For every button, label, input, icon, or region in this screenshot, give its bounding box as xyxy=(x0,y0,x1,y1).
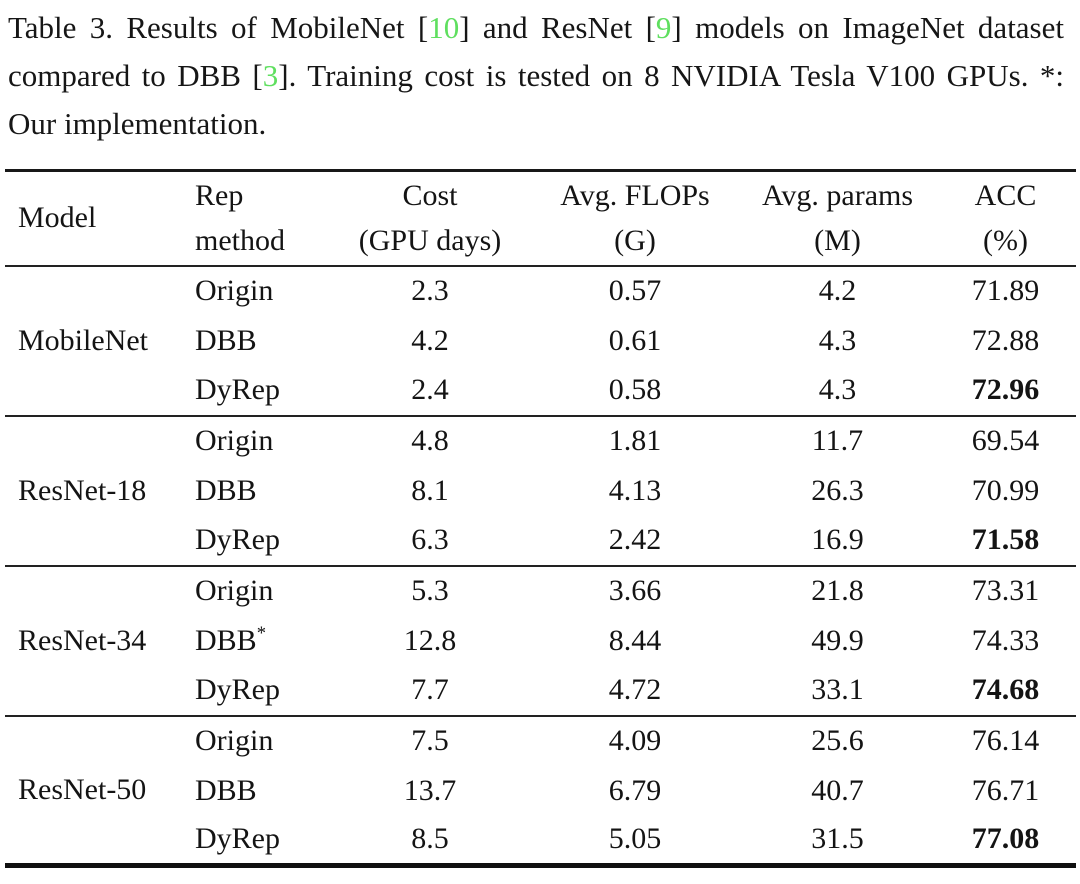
rep-method-cell: DBB xyxy=(195,773,257,807)
rep-method-cell: Origin xyxy=(195,724,274,757)
table-row: DBB 13.7 6.79 40.7 76.71 xyxy=(5,766,1076,816)
rep-method-cell: DyRep xyxy=(195,673,280,706)
cost-cell: 2.4 xyxy=(411,373,449,406)
cost-cell: 5.3 xyxy=(411,574,449,607)
acc-cell: 69.54 xyxy=(971,424,1040,457)
acc-cell: 74.33 xyxy=(971,623,1040,657)
params-cell: 21.8 xyxy=(811,574,864,607)
header-model: Model xyxy=(18,201,97,235)
table-row: ResNet-18 Origin 4.8 1.81 11.7 69.54 xyxy=(5,416,1076,507)
rep-method-cell: DyRep xyxy=(195,822,280,856)
section-resnet50: ResNet-50 Origin 7.5 4.09 25.6 76.14 DBB… xyxy=(5,715,1076,866)
caption-text: Table 3. Results of MobileNet [ xyxy=(8,10,429,45)
acc-cell: 76.71 xyxy=(971,773,1040,807)
flops-cell: 5.05 xyxy=(608,822,662,856)
params-cell: 4.2 xyxy=(818,274,857,307)
flops-cell: 3.66 xyxy=(608,574,662,607)
caption-text: ] models on ImageNet dataset compared to… xyxy=(8,10,1064,93)
section-mobilenet: MobileNet Origin 2.3 0.57 4.2 71.89 DBB … xyxy=(5,265,1076,416)
rep-method-cell: Origin xyxy=(195,274,274,307)
acc-cell-best: 74.68 xyxy=(971,673,1040,706)
our-implementation-asterisk: * xyxy=(256,623,266,644)
table-row: MobileNet Origin 2.3 0.57 4.2 71.89 xyxy=(5,266,1076,357)
acc-cell: 70.99 xyxy=(971,473,1040,507)
acc-cell: 72.88 xyxy=(971,323,1040,357)
cost-cell: 7.5 xyxy=(411,724,449,757)
rep-method-cell: DBB xyxy=(195,473,257,507)
cost-cell: 7.7 xyxy=(411,673,449,706)
cost-cell: 6.3 xyxy=(411,523,449,556)
rep-method-cell: DBB xyxy=(195,323,257,357)
table-row: DyRep 2.4 0.58 4.3 72.96 xyxy=(5,366,1076,416)
model-cell: ResNet-34 xyxy=(18,623,147,657)
cost-cell: 4.2 xyxy=(411,323,449,357)
acc-cell: 76.14 xyxy=(971,724,1040,757)
params-cell: 4.3 xyxy=(818,373,857,406)
table-row: DyRep 8.5 5.05 31.5 77.08 xyxy=(5,816,1076,866)
params-cell: 33.1 xyxy=(811,673,864,706)
params-cell: 31.5 xyxy=(811,822,864,856)
cost-cell: 4.8 xyxy=(411,424,449,457)
table-row: DBB 4.2 0.61 4.3 72.88 xyxy=(5,316,1076,366)
flops-cell: 0.61 xyxy=(608,323,662,357)
citation-link-10[interactable]: 10 xyxy=(428,10,460,45)
header-acc: ACC (%) xyxy=(974,179,1037,258)
caption-text: ]. Training cost is tested on 8 NVIDIA T… xyxy=(8,58,1065,141)
table-row: DBB 8.1 4.13 26.3 70.99 xyxy=(5,466,1076,516)
citation-link-3[interactable]: 3 xyxy=(262,58,279,93)
rep-method-label: DBB xyxy=(195,624,257,657)
table-header: Model Rep method Cost (GPU days) Avg. FL… xyxy=(5,171,1076,266)
table-row: DBB* 12.8 8.44 49.9 74.33 xyxy=(5,616,1076,666)
params-cell: 26.3 xyxy=(811,473,864,507)
table-row: ResNet-50 Origin 7.5 4.09 25.6 76.14 xyxy=(5,716,1076,806)
model-cell: ResNet-18 xyxy=(18,473,147,507)
acc-cell-best: 71.58 xyxy=(971,523,1040,556)
flops-cell: 8.44 xyxy=(608,623,662,657)
header-avg-flops: Avg. FLOPs (G) xyxy=(560,179,710,258)
table-row: DyRep 6.3 2.42 16.9 71.58 xyxy=(5,516,1076,566)
params-cell: 25.6 xyxy=(811,724,864,757)
flops-cell: 1.81 xyxy=(608,424,662,457)
rep-method-cell: DBB* xyxy=(195,616,330,666)
rep-method-cell: Origin xyxy=(195,574,274,607)
cost-cell: 13.7 xyxy=(403,773,457,807)
cost-cell: 12.8 xyxy=(403,623,457,657)
params-cell: 4.3 xyxy=(818,323,857,357)
header-avg-params: Avg. params (M) xyxy=(761,179,914,258)
section-resnet18: ResNet-18 Origin 4.8 1.81 11.7 69.54 DBB… xyxy=(5,415,1076,566)
cost-cell: 8.5 xyxy=(411,822,449,856)
cost-cell: 2.3 xyxy=(411,274,449,307)
acc-cell: 71.89 xyxy=(971,274,1040,307)
citation-link-9[interactable]: 9 xyxy=(655,10,672,45)
flops-cell: 4.09 xyxy=(608,724,662,757)
table-row: ResNet-34 Origin 5.3 3.66 21.8 73.31 xyxy=(5,566,1076,657)
cost-cell: 8.1 xyxy=(411,473,449,507)
caption-text: ] and ResNet [ xyxy=(459,10,656,45)
flops-cell: 4.13 xyxy=(608,473,662,507)
rep-method-cell: DyRep xyxy=(195,523,280,556)
rep-method-cell: Origin xyxy=(195,424,274,457)
model-cell: MobileNet xyxy=(18,323,148,357)
params-cell: 40.7 xyxy=(811,773,864,807)
table-row: DyRep 7.7 4.72 33.1 74.68 xyxy=(5,666,1076,716)
flops-cell: 0.57 xyxy=(608,274,662,307)
results-table: Model Rep method Cost (GPU days) Avg. FL… xyxy=(5,169,1076,868)
rep-method-cell: DyRep xyxy=(195,373,280,406)
flops-cell: 4.72 xyxy=(608,673,662,706)
section-resnet34: ResNet-34 Origin 5.3 3.66 21.8 73.31 DBB… xyxy=(5,565,1076,716)
flops-cell: 2.42 xyxy=(608,523,662,556)
header-rep-method: Rep method xyxy=(195,179,285,258)
params-cell: 49.9 xyxy=(811,623,864,657)
acc-cell-best: 77.08 xyxy=(971,822,1040,856)
table-caption: Table 3. Results of MobileNet [10] and R… xyxy=(8,4,1064,148)
acc-cell-best: 72.96 xyxy=(971,373,1040,406)
params-cell: 16.9 xyxy=(811,523,864,556)
model-cell: ResNet-50 xyxy=(18,772,147,806)
acc-cell: 73.31 xyxy=(971,574,1040,607)
header-cost: Cost (GPU days) xyxy=(358,179,502,258)
header-row: Model Rep method Cost (GPU days) Avg. FL… xyxy=(5,171,1076,266)
flops-cell: 6.79 xyxy=(608,773,662,807)
flops-cell: 0.58 xyxy=(608,373,662,406)
params-cell: 11.7 xyxy=(811,424,864,457)
